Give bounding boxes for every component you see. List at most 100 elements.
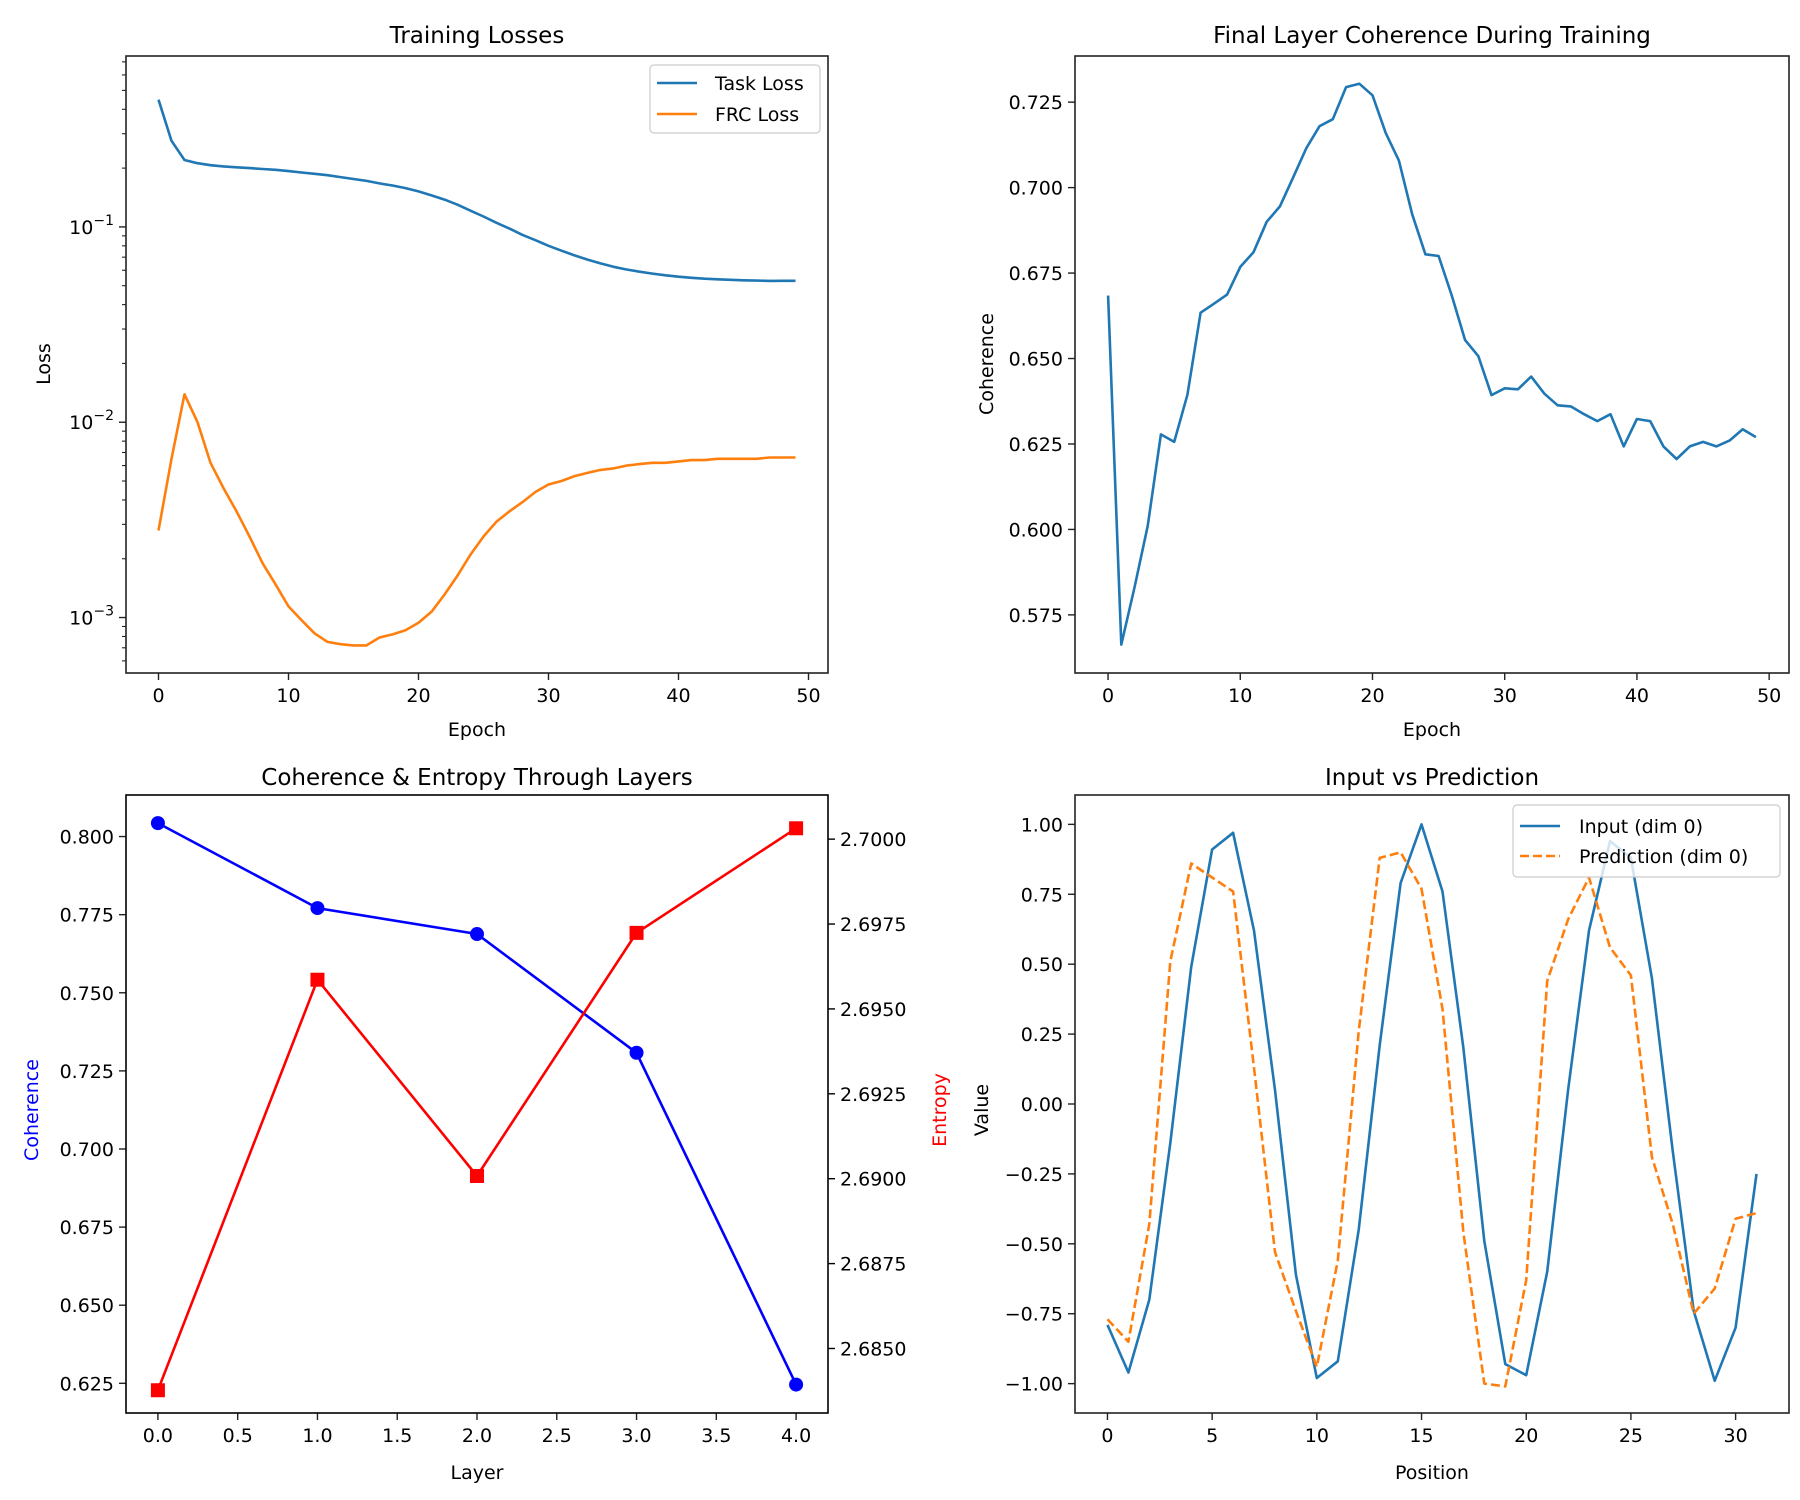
- series-line-task-loss: [157, 99, 796, 283]
- axes-frame: [1074, 55, 1790, 674]
- chart-title: Training Losses: [389, 23, 565, 49]
- x-tick-label: 3.5: [701, 1425, 731, 1447]
- y-tick-exponent: −3: [93, 604, 114, 620]
- y-tick-base: 10: [69, 412, 93, 434]
- plot-area: [1106, 823, 1758, 1388]
- x-tick-label: 40: [666, 685, 690, 707]
- x-tick-label: 50: [1757, 685, 1781, 707]
- y2-tick-label: 2.6900: [840, 1169, 906, 1191]
- x-tick-label: 1.5: [382, 1425, 412, 1447]
- y2-tick-label: 2.6925: [840, 1084, 906, 1106]
- x-tick-label: 30: [1493, 685, 1517, 707]
- y-tick-base: 10: [69, 608, 93, 630]
- legend-label-task-loss: Task Loss: [714, 73, 804, 95]
- x-tick-label: 0.5: [223, 1425, 253, 1447]
- x-tick-label: 10: [1228, 685, 1252, 707]
- y-tick-base: 10: [69, 217, 93, 239]
- y-tick-label: −0.25: [1005, 1164, 1063, 1186]
- x-tick-label: 4.0: [781, 1425, 811, 1447]
- legend-box: [1512, 804, 1781, 878]
- y-tick-label: 0.775: [60, 905, 114, 927]
- legend-label-input: Input (dim 0): [1579, 816, 1703, 838]
- x-tick-label: 3.0: [621, 1425, 651, 1447]
- x-tick-label: 5: [1206, 1425, 1218, 1447]
- y2-tick-label: 2.6975: [840, 914, 906, 936]
- data-point-coherence: [310, 901, 325, 916]
- y-tick-label: 0.800: [60, 827, 114, 849]
- y-tick-label: 0.650: [60, 1295, 114, 1317]
- x-tick-label: 20: [1360, 685, 1384, 707]
- y-axis-label: Loss: [33, 343, 55, 385]
- y-tick-label: 0.675: [1009, 263, 1063, 285]
- y2-tick-label: 2.6875: [840, 1254, 906, 1276]
- x-tick-label: 2.0: [462, 1425, 492, 1447]
- y-tick-label: −1.00: [1005, 1374, 1063, 1396]
- legend: Input (dim 0) Prediction (dim 0): [1512, 804, 1781, 878]
- x-tick-label: 20: [406, 685, 430, 707]
- x-tick-label: 25: [1619, 1425, 1643, 1447]
- y2-tick-label: 2.6850: [840, 1338, 906, 1360]
- x-tick-label: 40: [1625, 685, 1649, 707]
- x-tick-label: 2.5: [542, 1425, 572, 1447]
- legend-label-prediction: Prediction (dim 0): [1579, 846, 1748, 868]
- y-tick-label: 0.25: [1021, 1024, 1063, 1046]
- final-layer-coherence-panel: Final Layer Coherence During Training Ep…: [976, 23, 1790, 741]
- data-point-entropy: [629, 925, 644, 940]
- data-point-coherence: [150, 816, 165, 831]
- axes-frame: [125, 55, 829, 674]
- data-point-entropy: [789, 821, 804, 836]
- axes-frame: [125, 794, 829, 1414]
- y-tick-label: 0.600: [1009, 519, 1063, 541]
- y-tick-label: 0.725: [60, 1061, 114, 1083]
- chart-title: Final Layer Coherence During Training: [1213, 23, 1651, 49]
- y-tick-label: 10−1: [69, 213, 114, 239]
- plot-area: [150, 816, 804, 1398]
- y-axis-label-coherence: Coherence: [21, 1059, 43, 1161]
- data-point-coherence: [629, 1045, 644, 1060]
- x-tick-label: 0: [1102, 685, 1114, 707]
- x-tick-label: 10: [276, 685, 300, 707]
- coherence-entropy-panel: Coherence & Entropy Through Layers Layer…: [21, 765, 951, 1484]
- x-tick-label: 30: [536, 685, 560, 707]
- x-tick-label: 1.0: [302, 1425, 332, 1447]
- x-tick-label: 0: [152, 685, 164, 707]
- data-point-entropy: [310, 972, 325, 987]
- x-axis-label: Layer: [451, 1462, 504, 1484]
- x-tick-label: 15: [1409, 1425, 1433, 1447]
- y-tick-label: 0.650: [1009, 349, 1063, 371]
- y-tick-label: −0.75: [1005, 1304, 1063, 1326]
- chart-title: Input vs Prediction: [1325, 765, 1539, 791]
- y-tick-label: 0.00: [1021, 1094, 1063, 1116]
- y-tick-label: −0.50: [1005, 1234, 1063, 1256]
- y-tick-label: 1.00: [1021, 814, 1063, 836]
- axes-frame: [1074, 794, 1790, 1414]
- y-tick-label: 0.625: [60, 1373, 114, 1395]
- x-tick-label: 0: [1101, 1425, 1113, 1447]
- y-tick-exponent: −2: [93, 408, 114, 424]
- y-tick-label: 0.575: [1009, 605, 1063, 627]
- y-tick-label: 0.625: [1009, 434, 1063, 456]
- x-axis-label: Epoch: [1403, 719, 1461, 741]
- y2-tick-label: 2.7000: [840, 829, 906, 851]
- y-axis-label: Coherence: [976, 313, 998, 415]
- y-tick-label: 0.700: [60, 1139, 114, 1161]
- y-tick-label: 0.725: [1009, 92, 1063, 114]
- x-axis-label: Position: [1395, 1462, 1469, 1484]
- legend: Task Loss FRC Loss: [649, 64, 821, 134]
- series-line-input-dim-0: [1106, 823, 1758, 1383]
- x-axis-label: Epoch: [448, 719, 506, 741]
- data-point-entropy: [150, 1383, 165, 1398]
- y-tick-label: 0.50: [1021, 954, 1063, 976]
- chart-title: Coherence & Entropy Through Layers: [261, 765, 692, 791]
- y-tick-label: 0.75: [1021, 884, 1063, 906]
- data-point-entropy: [470, 1168, 484, 1183]
- x-tick-label: 10: [1305, 1425, 1329, 1447]
- legend-label-frc-loss: FRC Loss: [715, 104, 799, 126]
- y-tick-label: 10−2: [69, 408, 114, 434]
- y2-tick-label: 2.6950: [840, 999, 906, 1021]
- y-tick-label: 10−3: [69, 604, 114, 630]
- ticks-group: 0.0 0.5 1.0 1.5 2.0 2.5 3.0 3.5 4.0 0.625 0.650 0.6…: [60, 827, 907, 1447]
- training-losses-panel: Training Losses Epoch Loss 0 10 20 30 40 50 10…: [33, 23, 829, 741]
